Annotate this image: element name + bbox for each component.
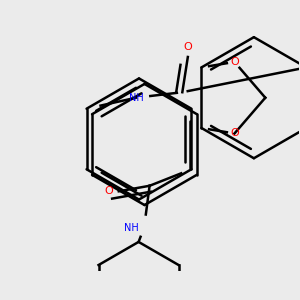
Text: O: O [230, 128, 239, 139]
Text: NH: NH [124, 223, 138, 232]
Text: O: O [230, 57, 239, 67]
Text: O: O [184, 42, 192, 52]
Text: NH: NH [129, 93, 143, 103]
Text: O: O [104, 186, 113, 196]
